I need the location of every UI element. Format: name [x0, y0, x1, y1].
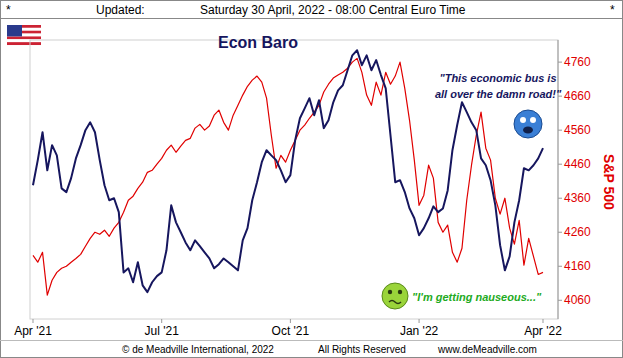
header-star: *: [610, 3, 615, 17]
footer-copyright: © de Meadville International, 2022: [122, 344, 274, 355]
annotation: "I'm getting nauseous...": [412, 291, 542, 303]
y-tick: [558, 130, 562, 131]
x-tick-label: Jan '22: [400, 324, 439, 338]
x-tick: [419, 319, 420, 323]
y-tick-label: 4060: [564, 293, 591, 307]
face-eye: [398, 290, 402, 294]
x-tick: [161, 319, 162, 323]
footer-site: www.deMeadville.com: [437, 344, 537, 355]
x-tick: [543, 319, 544, 323]
footer-rights: All Rights Reserved: [318, 344, 406, 355]
y-tick: [558, 198, 562, 199]
chart-title: Econ Baro: [218, 34, 298, 51]
face-eye: [530, 117, 536, 123]
footer-rule: [0, 340, 623, 341]
x-tick-label: Oct '21: [272, 324, 310, 338]
annotation: "This economic bus is: [439, 72, 556, 84]
y-tick: [558, 266, 562, 267]
flag-stripe: [7, 36, 41, 39]
y-axis-line: [558, 40, 559, 319]
y-tick-label: 4360: [564, 191, 591, 205]
y-tick-label: 4760: [564, 55, 591, 69]
y-tick-label: 4560: [564, 123, 591, 137]
y-tick-label: 4660: [564, 89, 591, 103]
face-eye: [388, 290, 392, 294]
header-label: Updated:: [96, 3, 145, 17]
header-date: Saturday 30 April, 2022 - 08:00 Central …: [200, 3, 466, 17]
face: [514, 110, 542, 138]
header-star: *: [6, 3, 11, 17]
header-rule: [0, 18, 623, 19]
face-mouth: [523, 127, 533, 134]
nauseous-face: [382, 283, 408, 309]
x-tick-label: Apr '21: [14, 324, 52, 338]
flag-canton: [7, 25, 22, 36]
y-tick: [558, 300, 562, 301]
x-tick: [33, 319, 34, 323]
chart-root: * Updated: Saturday 30 April, 2022 - 08:00…: [0, 0, 623, 358]
face-mouth: [389, 301, 401, 304]
x-tick: [290, 319, 291, 323]
upset-face: [514, 110, 542, 138]
x-tick-label: Apr '22: [524, 324, 562, 338]
y-tick-label: 4460: [564, 157, 591, 171]
y-tick: [558, 62, 562, 63]
flag-stripe: [7, 42, 41, 45]
plot-area: [33, 50, 543, 295]
y-tick-label: 4160: [564, 259, 591, 273]
y-tick-label: 4260: [564, 225, 591, 239]
us-flag: [7, 25, 41, 45]
face-eye: [520, 117, 526, 123]
plot-frame: [30, 40, 558, 319]
page-frame: [1, 1, 623, 358]
y-tick: [558, 164, 562, 165]
y-tick: [558, 232, 562, 233]
face: [382, 283, 408, 309]
annotation: all over the damn road!": [435, 88, 562, 100]
x-tick-label: Jul '21: [145, 324, 180, 338]
y-axis-label: S&P 500: [601, 154, 617, 210]
series-line: [33, 50, 543, 292]
